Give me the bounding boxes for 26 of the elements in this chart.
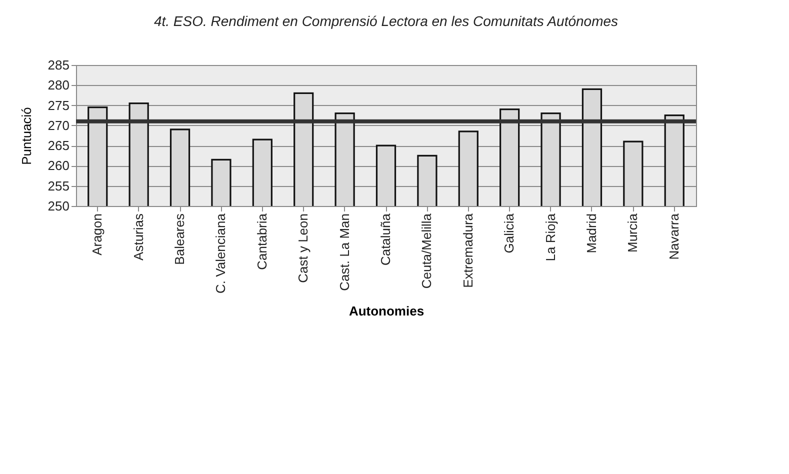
x-axis-title: Autonomies [348,303,424,318]
y-tick-label: 285 [48,58,70,72]
x-tick-label: Cast. La Man [336,214,352,291]
y-tick-label: 250 [48,198,70,214]
y-tick-label: 265 [48,138,70,154]
x-tick-label: Cataluña [378,212,393,266]
x-tick-label: Extremadura [460,212,476,288]
y-axis-title: Puntuació [18,107,34,165]
x-tick-label: Navarra [666,212,682,260]
x-tick-label: Asturias [130,213,146,260]
x-tick-label: Galicia [502,212,517,254]
y-tick-label: 270 [48,118,70,133]
x-tick-label: Cast y Leon [296,214,311,283]
x-tick-label: C. Valenciana [213,212,228,294]
x-tick-label: Baleares [172,213,188,265]
x-tick-label: Murcia [625,212,640,253]
y-tick-label: 255 [48,178,70,194]
chart-title: 4t. ESO. Rendiment en Comprensió Lectora en les Comunitats Autónomes [154,13,618,29]
y-tick-label: 275 [48,98,70,113]
y-tick-label: 260 [48,158,70,174]
x-tick-label: Ceuta/Melilla [419,212,434,289]
x-tick-label: Madrid [584,214,599,254]
x-tick-label: Cantabria [254,212,270,270]
y-tick-label: 280 [48,78,70,93]
x-tick-label: La Rioja [542,212,558,262]
x-tick-label: Aragon [90,214,105,256]
